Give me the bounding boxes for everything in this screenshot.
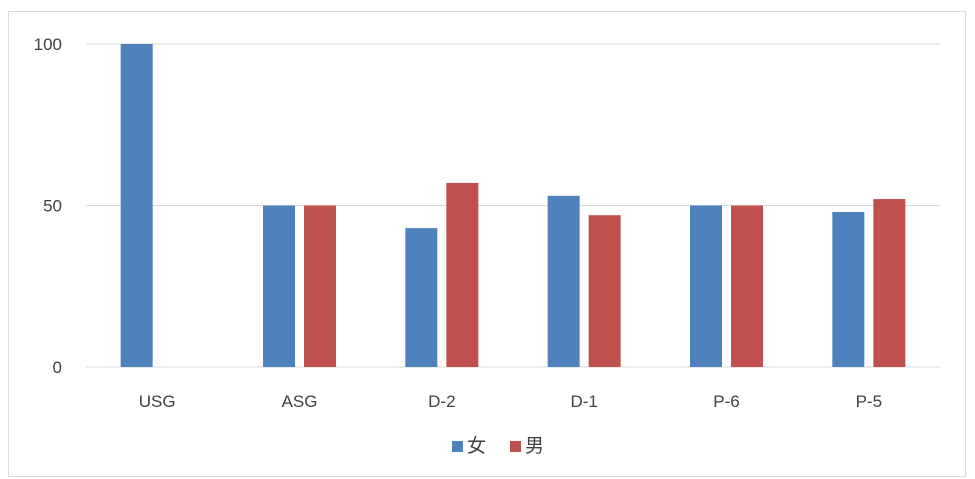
bar-ASG-series-0 [263, 206, 295, 368]
legend-swatch-1 [510, 441, 521, 452]
bar-P-6-series-0 [690, 206, 722, 368]
bar-USG-series-0 [121, 44, 153, 367]
legend-label-0: 女 [467, 435, 486, 457]
x-tick-label-ASG: ASG [282, 392, 318, 411]
x-tick-label-D-2: D-2 [428, 392, 455, 411]
gridlines [86, 44, 940, 367]
y-axis-tick-labels: 0 50 100 [34, 35, 62, 377]
legend-swatch-0 [452, 441, 463, 452]
x-axis-tick-labels: USG ASG D-2 D-1 P-6 P-5 [139, 392, 882, 411]
bar-P-5-series-0 [832, 212, 864, 367]
x-tick-label-P-6: P-6 [713, 392, 739, 411]
x-tick-label-P-5: P-5 [856, 392, 882, 411]
bar-ASG-series-1 [304, 206, 336, 368]
bar-D-1-series-0 [548, 196, 580, 367]
y-tick-label-100: 100 [34, 35, 62, 54]
legend: 女男 [452, 435, 544, 457]
y-tick-label-0: 0 [53, 358, 62, 377]
bar-D-2-series-1 [446, 183, 478, 367]
bar-D-2-series-0 [405, 228, 437, 367]
y-tick-label-50: 50 [43, 197, 62, 216]
bar-P-6-series-1 [731, 206, 763, 368]
x-tick-label-D-1: D-1 [570, 392, 597, 411]
legend-label-1: 男 [525, 435, 544, 457]
bar-D-1-series-1 [589, 215, 621, 367]
x-tick-label-USG: USG [139, 392, 176, 411]
bar-P-5-series-1 [873, 199, 905, 367]
